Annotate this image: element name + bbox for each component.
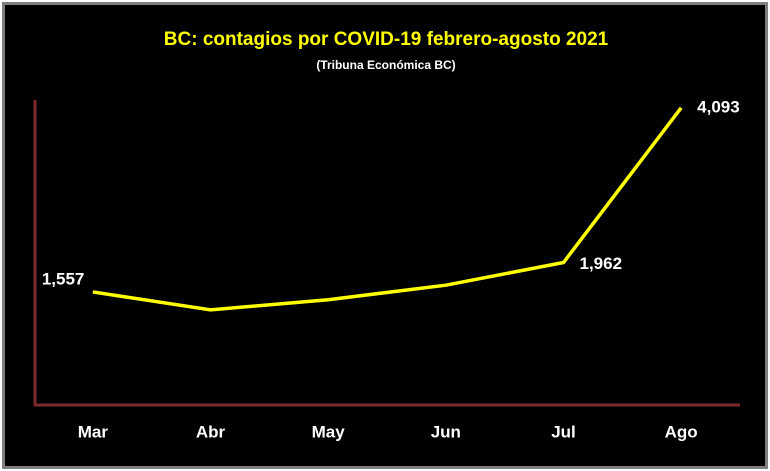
x-tick-label: May — [312, 422, 346, 441]
data-label: 1,557 — [42, 269, 85, 288]
data-label: 4,093 — [697, 97, 740, 116]
x-tick-label: Jun — [431, 422, 461, 441]
x-tick-label: Mar — [78, 422, 109, 441]
data-label: 1,962 — [580, 254, 623, 273]
chart-title: BC: contagios por COVID-19 febrero-agost… — [164, 29, 609, 50]
data-line — [92, 106, 683, 312]
x-tick-label: Abr — [196, 422, 226, 441]
x-tick-label: Jul — [551, 422, 576, 441]
chart-subtitle: (Tribuna Económica BC) — [316, 58, 455, 72]
x-tick-label: Ago — [665, 422, 698, 441]
